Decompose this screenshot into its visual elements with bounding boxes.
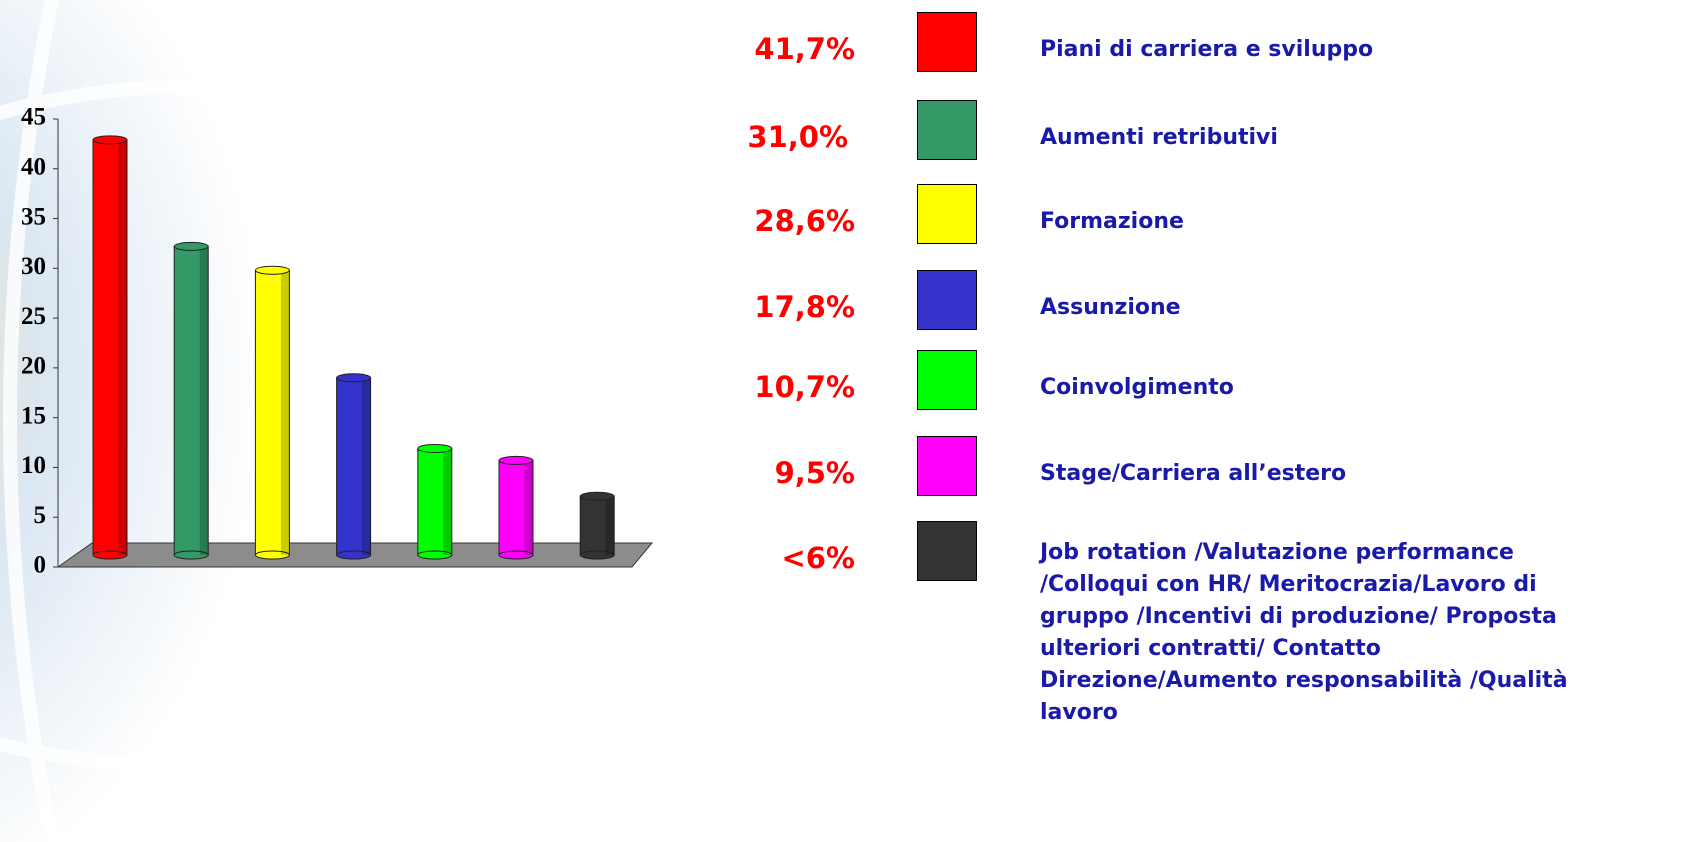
- bar-top: [417, 443, 453, 453]
- legend-swatch: [917, 184, 977, 244]
- legend-swatch: [917, 270, 977, 330]
- bar-shade: [118, 139, 127, 555]
- legend-swatch: [917, 100, 977, 160]
- y-tick-label: 45: [21, 104, 46, 131]
- bar: [92, 139, 128, 556]
- bar-base: [579, 550, 615, 560]
- bar-base: [417, 550, 453, 560]
- legend-label: Coinvolgimento: [1040, 375, 1234, 400]
- y-tick-label: 15: [21, 402, 46, 429]
- legend-swatch: [917, 12, 977, 72]
- legend-swatch: [917, 436, 977, 496]
- value-label: 31,0%: [747, 120, 848, 154]
- value-label: 9,5%: [774, 456, 855, 490]
- y-tick-label: 25: [21, 303, 46, 330]
- legend-label: Formazione: [1040, 209, 1184, 234]
- value-label: 17,8%: [754, 290, 855, 324]
- bar-base: [498, 550, 534, 560]
- value-label: 28,6%: [754, 204, 855, 238]
- bar: [336, 377, 372, 556]
- bar-shade: [443, 448, 452, 555]
- bar: [173, 245, 209, 556]
- bar-base: [254, 550, 290, 560]
- y-tick-label: 30: [21, 253, 46, 280]
- legend-label: Job rotation /Valutazione performance /C…: [1040, 540, 1568, 725]
- y-tick-label: 35: [21, 203, 46, 230]
- y-tick-label: 20: [21, 353, 46, 380]
- bar-top: [336, 373, 372, 383]
- legend-label: Assunzione: [1040, 295, 1181, 320]
- bar-shade: [524, 460, 533, 555]
- bar-top: [254, 265, 290, 275]
- bar-shade: [280, 270, 290, 555]
- bar-top: [92, 135, 128, 145]
- background-globe: [0, 0, 480, 842]
- y-tick-label: 10: [21, 452, 46, 479]
- bar-shade: [199, 246, 209, 555]
- legend-label: Aumenti retributivi: [1040, 125, 1278, 150]
- legend-swatch: [917, 521, 977, 581]
- bar: [254, 269, 290, 556]
- value-label: 10,7%: [754, 370, 855, 404]
- bar-top: [173, 241, 209, 251]
- bar-top: [498, 455, 534, 465]
- y-tick-label: 40: [21, 154, 46, 181]
- bar-base: [336, 550, 372, 560]
- bar-base: [92, 550, 128, 560]
- bar-base: [173, 550, 209, 560]
- bar: [417, 447, 453, 556]
- y-tick-label: 5: [34, 502, 47, 529]
- bar-shade: [605, 496, 615, 555]
- legend-swatch: [917, 350, 977, 410]
- value-label: <6%: [781, 541, 855, 575]
- bar-top: [579, 491, 615, 501]
- legend-label: Stage/Carriera all’estero: [1040, 461, 1347, 486]
- value-label: 41,7%: [754, 32, 855, 66]
- legend-label: Piani di carriera e sviluppo: [1040, 37, 1374, 62]
- bar-shade: [362, 377, 371, 555]
- y-tick-label: 0: [34, 552, 47, 579]
- bar: [498, 459, 534, 556]
